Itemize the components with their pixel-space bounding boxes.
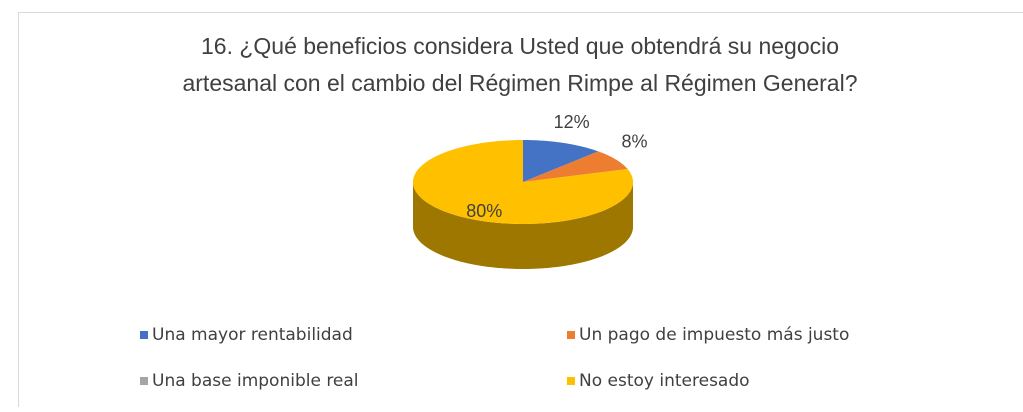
legend-marker [567,377,575,385]
legend-label: No estoy interesado [579,371,750,391]
data-label: 80% [466,201,502,221]
legend-marker [140,331,148,339]
legend-label: Una mayor rentabilidad [152,325,353,345]
legend-label: Un pago de impuesto más justo [579,325,849,345]
legend-marker [140,377,148,385]
data-label: 8% [621,132,647,152]
data-label: 12% [554,112,590,132]
chart-title: artesanal con el cambio del Régimen Rimp… [182,70,857,96]
chart-title: 16. ¿Qué beneficios considera Usted que … [201,33,839,59]
legend-marker [567,331,575,339]
legend-label: Una base imponible real [152,371,359,391]
